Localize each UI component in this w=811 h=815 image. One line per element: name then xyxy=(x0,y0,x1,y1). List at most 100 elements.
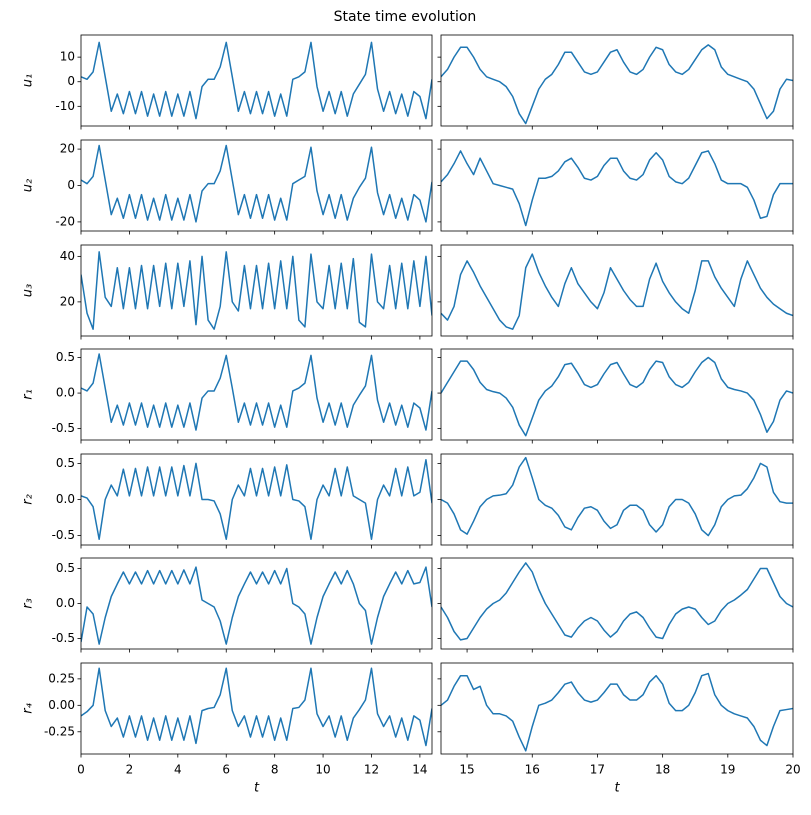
data-line xyxy=(441,150,793,227)
subplot: 20 40 u₃ xyxy=(21,244,433,340)
y-tick-label: 0.0 xyxy=(56,386,75,400)
plot-area xyxy=(81,667,432,747)
axes-frame xyxy=(80,348,433,441)
data-line xyxy=(81,566,432,645)
y-tick-label: -0.5 xyxy=(52,528,75,542)
x-tick-label: 10 xyxy=(315,763,330,777)
x-tick-label: 0 xyxy=(77,763,85,777)
x-axis-label: t xyxy=(254,781,260,796)
data-line xyxy=(441,253,793,330)
x-axis-label: t xyxy=(614,781,620,796)
x-tick-label: 8 xyxy=(271,763,279,777)
subplot: -10 0 10 u₁ xyxy=(21,34,433,130)
data-line xyxy=(81,459,432,540)
subplot xyxy=(437,244,794,340)
axes-frame xyxy=(440,139,794,232)
axes-frame xyxy=(80,34,433,127)
subplot xyxy=(437,139,794,235)
y-axis-label: r₃ xyxy=(21,598,36,609)
plot-area xyxy=(441,150,793,227)
plot-area xyxy=(441,44,793,125)
data-line xyxy=(81,353,432,431)
x-tick-label: 18 xyxy=(655,763,670,777)
y-axis-label: u₃ xyxy=(21,284,36,297)
data-line xyxy=(81,144,432,223)
y-tick-label: -0.5 xyxy=(52,421,75,435)
subplot: -0.5 0.0 0.5 r₃ xyxy=(21,557,433,653)
plot-area xyxy=(81,251,432,330)
y-axis-label: u₂ xyxy=(21,179,36,192)
plot-area xyxy=(81,41,432,120)
y-tick-label: 0.5 xyxy=(56,561,75,575)
subplot: -20 0 20 u₂ xyxy=(21,139,433,235)
y-tick-label: 20 xyxy=(60,142,75,156)
plot-area xyxy=(441,253,793,330)
data-line xyxy=(441,356,793,437)
data-line xyxy=(441,44,793,125)
data-line xyxy=(81,41,432,120)
figure-title: State time evolution xyxy=(334,9,477,25)
x-tick-label: 16 xyxy=(525,763,540,777)
x-tick-label: 4 xyxy=(174,763,182,777)
data-line xyxy=(441,456,793,537)
axes-frame xyxy=(80,139,433,232)
subplot: 0 2 4 6 8 10 12 14 -0.25 0.00 0.25 r₄ t xyxy=(21,662,433,796)
x-tick-label: 14 xyxy=(412,763,427,777)
plot-area xyxy=(441,562,793,641)
axes-frame xyxy=(80,244,433,337)
plot-area xyxy=(81,144,432,223)
y-tick-label: 0 xyxy=(67,74,75,88)
axes-frame xyxy=(440,662,794,755)
y-tick-label: 10 xyxy=(60,50,75,64)
y-tick-label: -0.5 xyxy=(52,631,75,645)
plot-area xyxy=(441,672,793,752)
y-tick-label: 0.5 xyxy=(56,350,75,364)
x-tick-label: 20 xyxy=(785,763,800,777)
subplot: -0.5 0.0 0.5 r₂ xyxy=(21,453,433,549)
x-tick-label: 12 xyxy=(364,763,379,777)
x-tick-label: 2 xyxy=(126,763,134,777)
subplot: -0.5 0.0 0.5 r₁ xyxy=(21,348,433,444)
axes-frame xyxy=(80,453,433,546)
plot-area xyxy=(441,456,793,537)
axes-frame xyxy=(80,662,433,755)
y-axis-label: r₂ xyxy=(21,494,36,505)
axes-frame xyxy=(440,34,794,127)
plot-area xyxy=(441,356,793,437)
y-tick-label: -10 xyxy=(55,99,75,113)
plot-area xyxy=(81,459,432,540)
subplot: 15 16 17 18 19 20 t xyxy=(437,662,801,796)
x-tick-label: 6 xyxy=(222,763,230,777)
subplot xyxy=(437,348,794,444)
y-tick-label: -20 xyxy=(55,214,75,228)
y-tick-label: 40 xyxy=(60,249,75,263)
y-tick-label: -0.25 xyxy=(44,724,75,738)
y-axis-label: r₄ xyxy=(21,702,36,713)
axes-frame xyxy=(80,557,433,650)
x-tick-label: 15 xyxy=(459,763,474,777)
subplot xyxy=(437,557,794,653)
axes-frame xyxy=(440,244,794,337)
y-tick-label: 0.25 xyxy=(48,671,75,685)
plot-area xyxy=(81,353,432,431)
data-line xyxy=(81,251,432,330)
y-axis-label: u₁ xyxy=(21,74,36,87)
x-tick-label: 17 xyxy=(590,763,605,777)
axes-frame xyxy=(440,453,794,546)
axes-frame xyxy=(440,348,794,441)
y-tick-label: 0 xyxy=(67,178,75,192)
data-line xyxy=(441,672,793,752)
subplot xyxy=(437,453,794,549)
y-tick-label: 0.00 xyxy=(48,698,75,712)
y-axis-label: r₁ xyxy=(21,389,36,400)
y-tick-label: 0.0 xyxy=(56,596,75,610)
y-tick-label: 0.5 xyxy=(56,456,75,470)
plot-area xyxy=(81,566,432,645)
x-tick-label: 19 xyxy=(720,763,735,777)
data-line xyxy=(81,667,432,747)
subplot xyxy=(437,34,794,130)
y-tick-label: 0.0 xyxy=(56,492,75,506)
y-tick-label: 20 xyxy=(60,294,75,308)
data-line xyxy=(441,562,793,641)
